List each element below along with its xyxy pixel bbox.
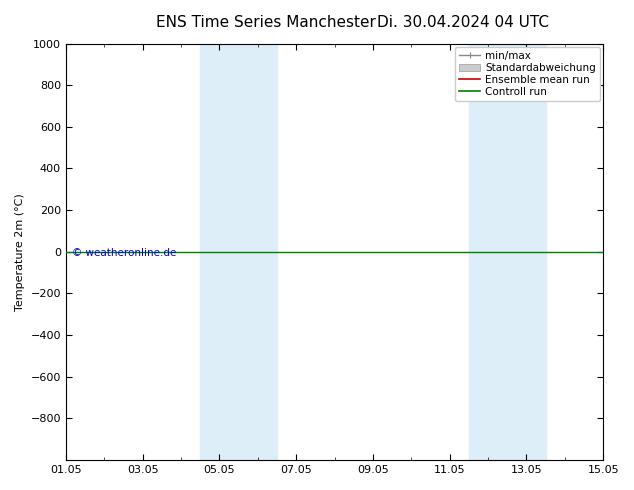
Text: Di. 30.04.2024 04 UTC: Di. 30.04.2024 04 UTC bbox=[377, 15, 549, 30]
Bar bbox=[200, 44, 277, 460]
Bar bbox=[469, 44, 546, 460]
Text: ENS Time Series Manchester: ENS Time Series Manchester bbox=[157, 15, 376, 30]
Y-axis label: Temperature 2m (°C): Temperature 2m (°C) bbox=[15, 193, 25, 311]
Text: © weatheronline.de: © weatheronline.de bbox=[72, 247, 176, 258]
Legend: min/max, Standardabweichung, Ensemble mean run, Controll run: min/max, Standardabweichung, Ensemble me… bbox=[455, 47, 600, 101]
